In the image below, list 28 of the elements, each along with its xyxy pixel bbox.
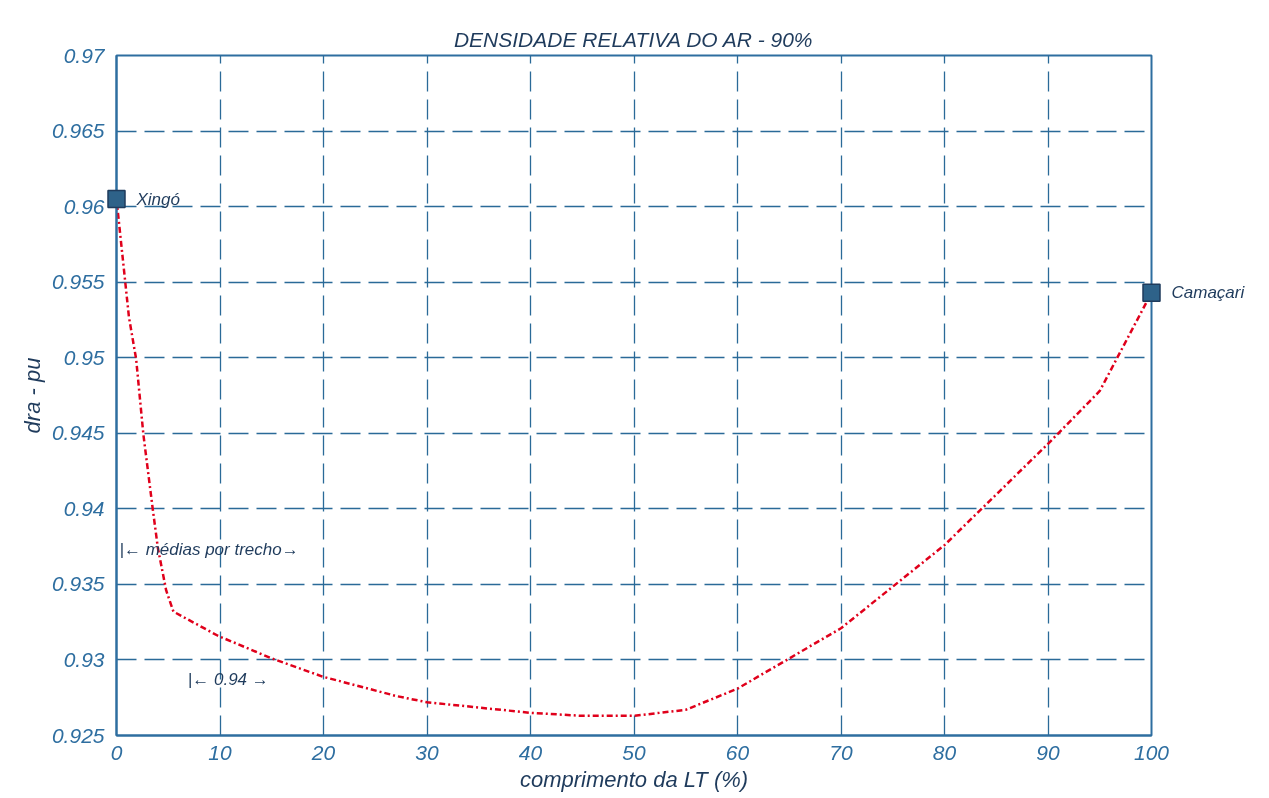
x-tick-label: 80 [932,740,957,764]
y-tick-label: 0.97 [63,43,106,67]
y-tick-label: 0.96 [63,194,105,218]
annotation: Camaçari [1171,283,1246,303]
y-tick-label: 0.925 [51,723,105,747]
x-tick-label: 40 [518,740,543,764]
y-axis-title: dra - pu [19,357,45,434]
y-tick-label: 0.955 [51,270,105,294]
x-tick-label: 60 [725,740,750,764]
annotation: Xingó [135,189,180,209]
x-tick-label: 70 [829,740,853,764]
annotation: |← médias por trecho→ [119,540,299,560]
x-tick-label: 90 [1036,740,1060,764]
y-tick-label: 0.945 [51,421,105,445]
y-tick-label: 0.93 [63,647,105,671]
y-tick-label: 0.935 [51,572,105,596]
y-tick-label: 0.94 [63,496,105,520]
x-tick-label: 100 [1133,740,1170,764]
x-tick-label: 50 [622,740,646,764]
x-tick-label: 10 [208,740,232,764]
chart-title: DENSIDADE RELATIVA DO AR - 90% [453,27,813,51]
x-tick-label: 0 [110,740,123,764]
x-axis-title: comprimento da LT (%) [519,766,749,792]
y-tick-label: 0.965 [51,119,105,143]
y-tick-label: 0.95 [63,345,105,369]
x-tick-label: 20 [310,740,336,764]
annotation: |← 0.94 → [187,670,269,690]
x-tick-label: 30 [415,740,439,764]
